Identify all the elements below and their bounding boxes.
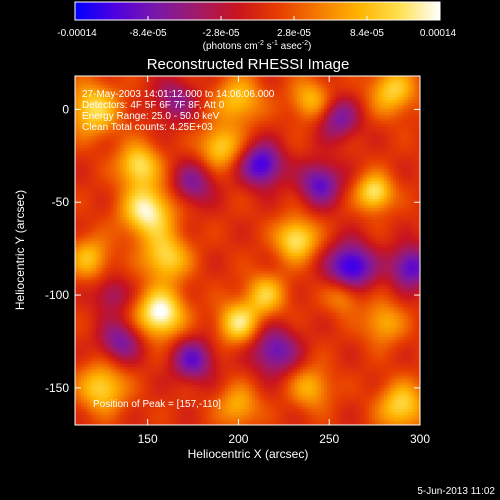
colorbar: -0.00014 -8.4e-05 -2.8e-05 2.8e-05 8.4e-05 0.… [57,1,457,52]
x-tick-label: 250 [319,432,339,446]
colorbar-tick-label: 8.4e-05 [350,28,384,39]
colorbar-tick-label: -2.8e-05 [202,28,240,39]
colorbar-tick-label: -0.00014 [57,28,97,39]
plot-area [74,75,421,426]
x-tick-label: 300 [410,432,430,446]
footer-date: 5-Jun-2013 11:02 [417,486,495,497]
annotation-time: 27-May-2003 14:01:12.000 to 14:06:06.000 [82,89,275,100]
colorbar-ticks: -0.00014 -8.4e-05 -2.8e-05 2.8e-05 8.4e-05 0.… [57,16,457,39]
y-tick-label: 0 [62,102,69,116]
y-tick-label: -150 [45,381,69,395]
plot-frame [74,75,421,426]
axis-ticks: 150 200 250 300 0 -50 -100 -150 [45,76,430,446]
x-tick-label: 200 [228,432,248,446]
colorbar-unit-label: (photons cm-2 s-1 asec-2) [203,40,312,52]
x-axis-label: Heliocentric X (arcsec) [188,447,309,461]
colorbar-tick-label: 0.00014 [420,28,457,39]
annotation-block: 27-May-2003 14:01:12.000 to 14:06:06.000… [82,89,275,133]
y-axis-label: Heliocentric Y (arcsec) [13,190,27,310]
annotation-detectors: Detectors: 4F 5F 6F 7F 8F, Att 0 [82,100,225,111]
y-tick-label: -50 [52,195,70,209]
x-tick-label: 150 [138,432,158,446]
heatmap-image [75,76,420,425]
chart-title: Reconstructed RHESSI Image [147,56,350,73]
annotation-counts: Clean Total counts: 4.25E+03 [82,122,213,133]
colorbar-tick-label: -8.4e-05 [129,28,167,39]
peak-position-label: Position of Peak = [157,-110] [93,399,221,410]
y-tick-label: -100 [45,288,69,302]
annotation-energy: Energy Range: 25.0 - 50.0 keV [82,111,220,122]
colorbar-gradient [74,1,441,21]
colorbar-tick-label: 2.8e-05 [277,28,311,39]
